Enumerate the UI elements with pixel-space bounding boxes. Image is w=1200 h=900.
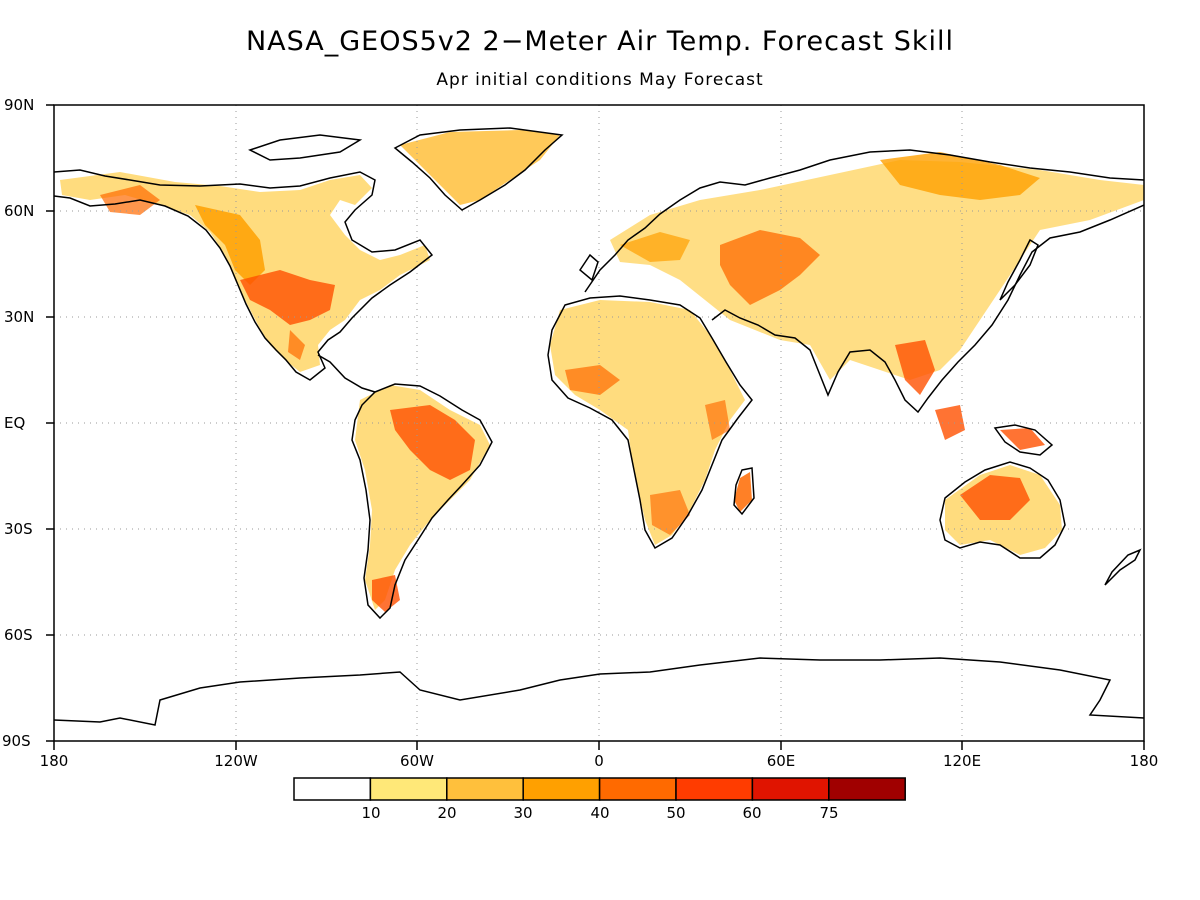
lat-label-60n: 60N [4,202,35,220]
shade-africa-south [650,490,690,535]
map-title: NASA_GEOS5v2 2−Meter Air Temp. Forecast … [245,26,955,57]
colorbar-box-0 [293,777,372,801]
lon-label-60e: 60E [766,752,796,770]
colorbar [293,777,906,801]
lon-label-60w: 60W [400,752,434,770]
lat-label-90s: 90S [2,732,31,750]
colorbar-box-4 [598,777,677,801]
coastlines [54,127,1144,726]
shade-na-orange [195,205,265,285]
colorbar-label-20: 20 [437,804,457,822]
shade-sa-red [390,405,475,480]
shade-australia-red [960,475,1030,520]
shade-na-red [240,270,335,325]
colorbar-box-1 [369,777,448,801]
skill-shading [60,130,1144,612]
colorbar-box-2 [446,777,524,801]
shade-eurasia [610,160,1144,380]
shade-se-asia [935,405,965,440]
shade-siberia [880,152,1040,200]
lon-label-180e: 180 [1129,752,1159,770]
coast-asia [711,204,1144,414]
shade-new-guinea [1000,428,1045,450]
lon-label-120w: 120W [214,752,258,770]
lon-label-180w: 180 [39,752,69,770]
shade-indochina [895,340,935,395]
shade-east-africa [705,400,730,440]
lat-label-90n: 90N [4,96,35,114]
colorbar-box-5 [675,777,754,801]
coast-new-zealand [1104,548,1142,586]
lat-label-30s: 30S [4,520,33,538]
coast-europe [584,149,1144,293]
colorbar-label-30: 30 [513,804,533,822]
coast-central-america [317,354,376,393]
coast-antarctica [54,657,1144,726]
coast-japan [999,238,1039,301]
coast-australia [939,461,1066,559]
lat-label-30n: 30N [4,308,35,326]
colorbar-label-75: 75 [819,804,839,822]
coast-arctic-islands [248,134,363,161]
lat-label-60s: 60S [4,626,33,644]
shade-na-red2 [288,330,305,360]
lat-label-eq: EQ [4,414,26,432]
colorbar-label-10: 10 [361,804,381,822]
colorbar-box-3 [522,777,601,801]
shade-greenland [400,130,560,205]
shade-europe [620,232,690,262]
lon-label-0: 0 [594,752,604,770]
shade-patagonia [372,575,400,612]
colorbar-box-7 [828,777,906,801]
coast-british-isles [579,253,599,282]
colorbar-label-40: 40 [590,804,610,822]
colorbar-label-50: 50 [666,804,686,822]
gridlines [54,105,1144,741]
map-subtitle: Apr initial conditions May Forecast [436,70,764,90]
lon-label-120e: 120E [942,752,982,770]
tick-marks [46,104,1145,750]
coast-new-guinea [993,424,1054,456]
colorbar-label-60: 60 [742,804,762,822]
shade-alaska [100,185,160,215]
shade-africa [550,300,745,545]
coast-south-america [351,383,493,620]
shade-africa-red [565,365,620,395]
shade-central-asia [720,230,820,305]
coast-madagascar [733,467,755,516]
coast-north-america [54,169,434,381]
shade-madagascar [734,472,752,512]
colorbar-box-6 [751,777,830,801]
coast-greenland [393,127,564,211]
coast-africa [547,295,753,550]
